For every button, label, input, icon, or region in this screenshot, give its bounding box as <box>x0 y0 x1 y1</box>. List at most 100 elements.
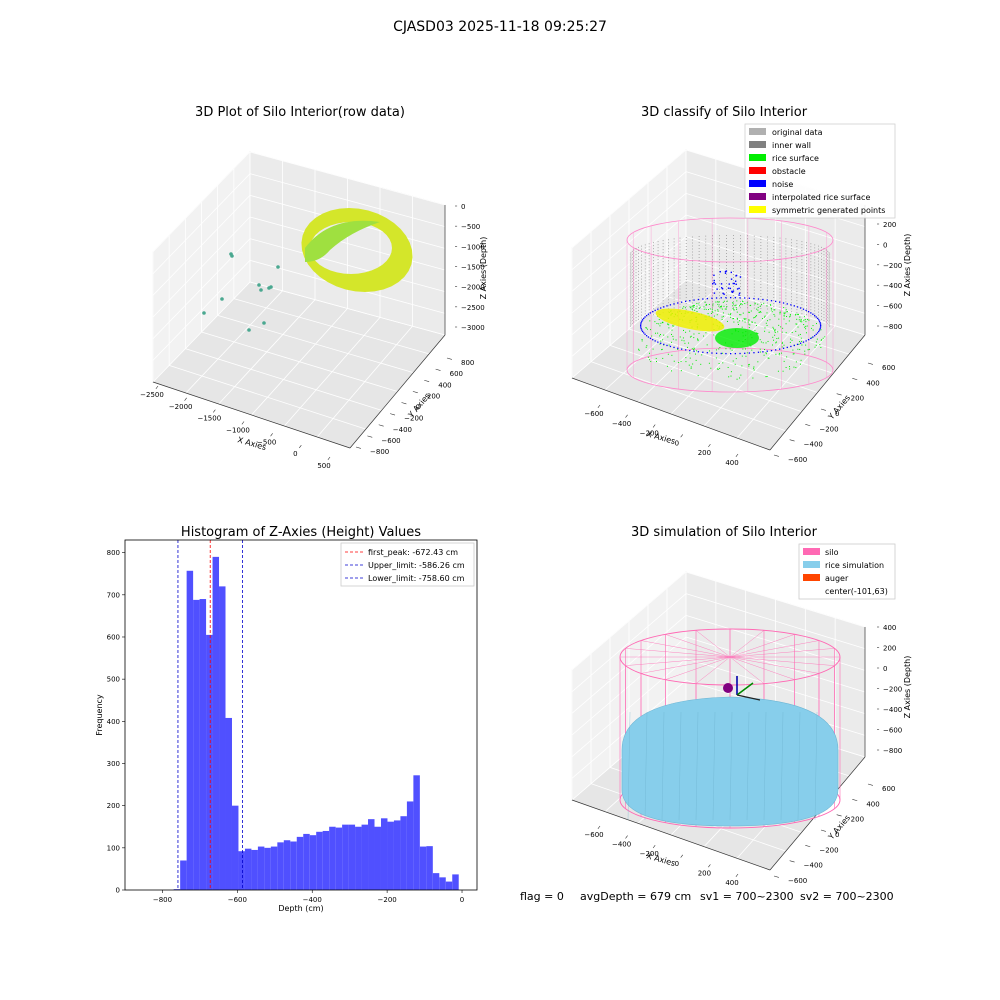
noise-point <box>757 351 760 353</box>
rice-surface-point <box>800 318 802 320</box>
rice-surface-point <box>689 352 691 354</box>
symmetric-generated-points <box>655 308 725 332</box>
y-tick-label: 500 <box>107 676 120 684</box>
histogram-bar <box>225 717 232 890</box>
rice-surface-point <box>798 319 800 321</box>
rice-surface-point <box>699 306 701 308</box>
noise-point <box>711 297 713 299</box>
rice-surface-point <box>668 344 670 346</box>
rice-surface-point <box>690 366 692 368</box>
rice-surface-point <box>670 333 672 335</box>
histogram-bar <box>231 805 239 890</box>
tick-label: 0 <box>883 241 887 249</box>
rice-mesh-line <box>729 711 733 821</box>
tick-label: 200 <box>851 816 864 824</box>
rice-surface-point <box>807 319 809 321</box>
rice-surface-point <box>656 323 658 325</box>
rice-surface-point <box>688 342 690 344</box>
histogram-bar <box>296 836 304 890</box>
noise-point <box>815 333 817 335</box>
rice-surface-point <box>805 328 807 330</box>
tick-mark <box>652 424 656 428</box>
rice-surface-point <box>808 348 810 350</box>
rice-surface-point <box>812 325 814 327</box>
simulation-legend-label: auger <box>825 574 849 583</box>
rice-surface-point <box>774 334 776 336</box>
rice-surface-point <box>723 300 725 302</box>
noise-point <box>790 345 792 348</box>
rice-surface-point <box>753 366 755 368</box>
noise-point <box>730 353 732 355</box>
rice-surface-point <box>730 316 732 318</box>
rice-surface-point <box>661 348 663 350</box>
y-tick-label: 800 <box>107 549 120 557</box>
rice-surface-point <box>781 346 783 348</box>
rice-surface-point <box>693 349 695 351</box>
rice-surface-point <box>783 307 785 309</box>
rice-surface-point <box>659 325 661 327</box>
histogram-legend: first_peak: -672.43 cm Upper_limit: -586.… <box>340 542 475 587</box>
rice-surface-point <box>769 319 771 321</box>
rice-surface-point <box>751 349 753 351</box>
rice-surface-point <box>698 332 700 334</box>
noise-point <box>640 323 642 325</box>
rice-surface-point <box>760 311 762 313</box>
tick-label: −1000 <box>226 427 250 435</box>
noise-point <box>775 349 777 351</box>
rice-surface-point <box>745 318 747 320</box>
histogram-bar <box>432 873 440 890</box>
rice-surface-point <box>691 306 693 308</box>
rice-surface-point <box>785 309 787 311</box>
noise-point <box>735 283 737 285</box>
raw-scatter-point <box>267 286 271 290</box>
rice-surface-point <box>668 324 670 326</box>
tick-label: 0 <box>416 404 420 412</box>
noise-point <box>725 297 727 299</box>
noise-point <box>644 333 646 335</box>
rice-surface-point <box>783 318 785 320</box>
noise-point <box>818 319 820 321</box>
noise-point <box>744 352 746 354</box>
rice-surface-point <box>749 305 751 307</box>
noise-point <box>735 274 738 277</box>
rice-surface-point <box>759 305 761 307</box>
noise-point <box>807 311 810 313</box>
noise-point <box>796 306 799 308</box>
noise-point <box>729 287 732 290</box>
rice-surface-point <box>789 368 791 370</box>
rice-surface-point <box>733 309 735 311</box>
rice-surface-point <box>816 338 818 340</box>
noise-point <box>641 319 644 321</box>
histogram-bar <box>368 819 375 890</box>
rice-surface-point <box>745 355 747 357</box>
rice-surface-point <box>795 313 797 315</box>
rice-surface-point <box>706 344 708 346</box>
rice-surface-point <box>732 318 734 320</box>
tick-label: −800 <box>883 323 902 331</box>
tick-mark <box>355 446 361 449</box>
noise-point <box>786 303 788 305</box>
rice-surface-point <box>692 304 694 306</box>
classify-legend-swatch <box>749 180 766 187</box>
noise-point <box>730 297 732 299</box>
rice-surface-point <box>661 322 663 324</box>
grid-line <box>736 325 836 439</box>
noise-point <box>697 298 700 301</box>
rice-surface-point <box>724 308 726 310</box>
silo-roof-wire <box>695 630 731 658</box>
histogram-bar <box>348 824 356 890</box>
raw-x-ticks: −2500 −2000 −1500 −1000 −500 0 500 <box>140 385 331 470</box>
silo-roof-wire <box>729 656 835 666</box>
noise-point <box>715 352 718 354</box>
noise-point <box>663 343 665 346</box>
rice-surface-point <box>744 348 746 350</box>
rice-surface-point <box>756 315 758 317</box>
rice-surface-point <box>720 305 722 307</box>
tick-mark <box>820 408 826 411</box>
tick-label: −200 <box>883 262 902 270</box>
rice-surface-point <box>700 363 702 365</box>
rice-surface-point <box>785 367 787 369</box>
rice-surface-point <box>751 321 753 323</box>
rice-surface-point <box>796 323 798 325</box>
rice-surface-point <box>759 339 761 341</box>
